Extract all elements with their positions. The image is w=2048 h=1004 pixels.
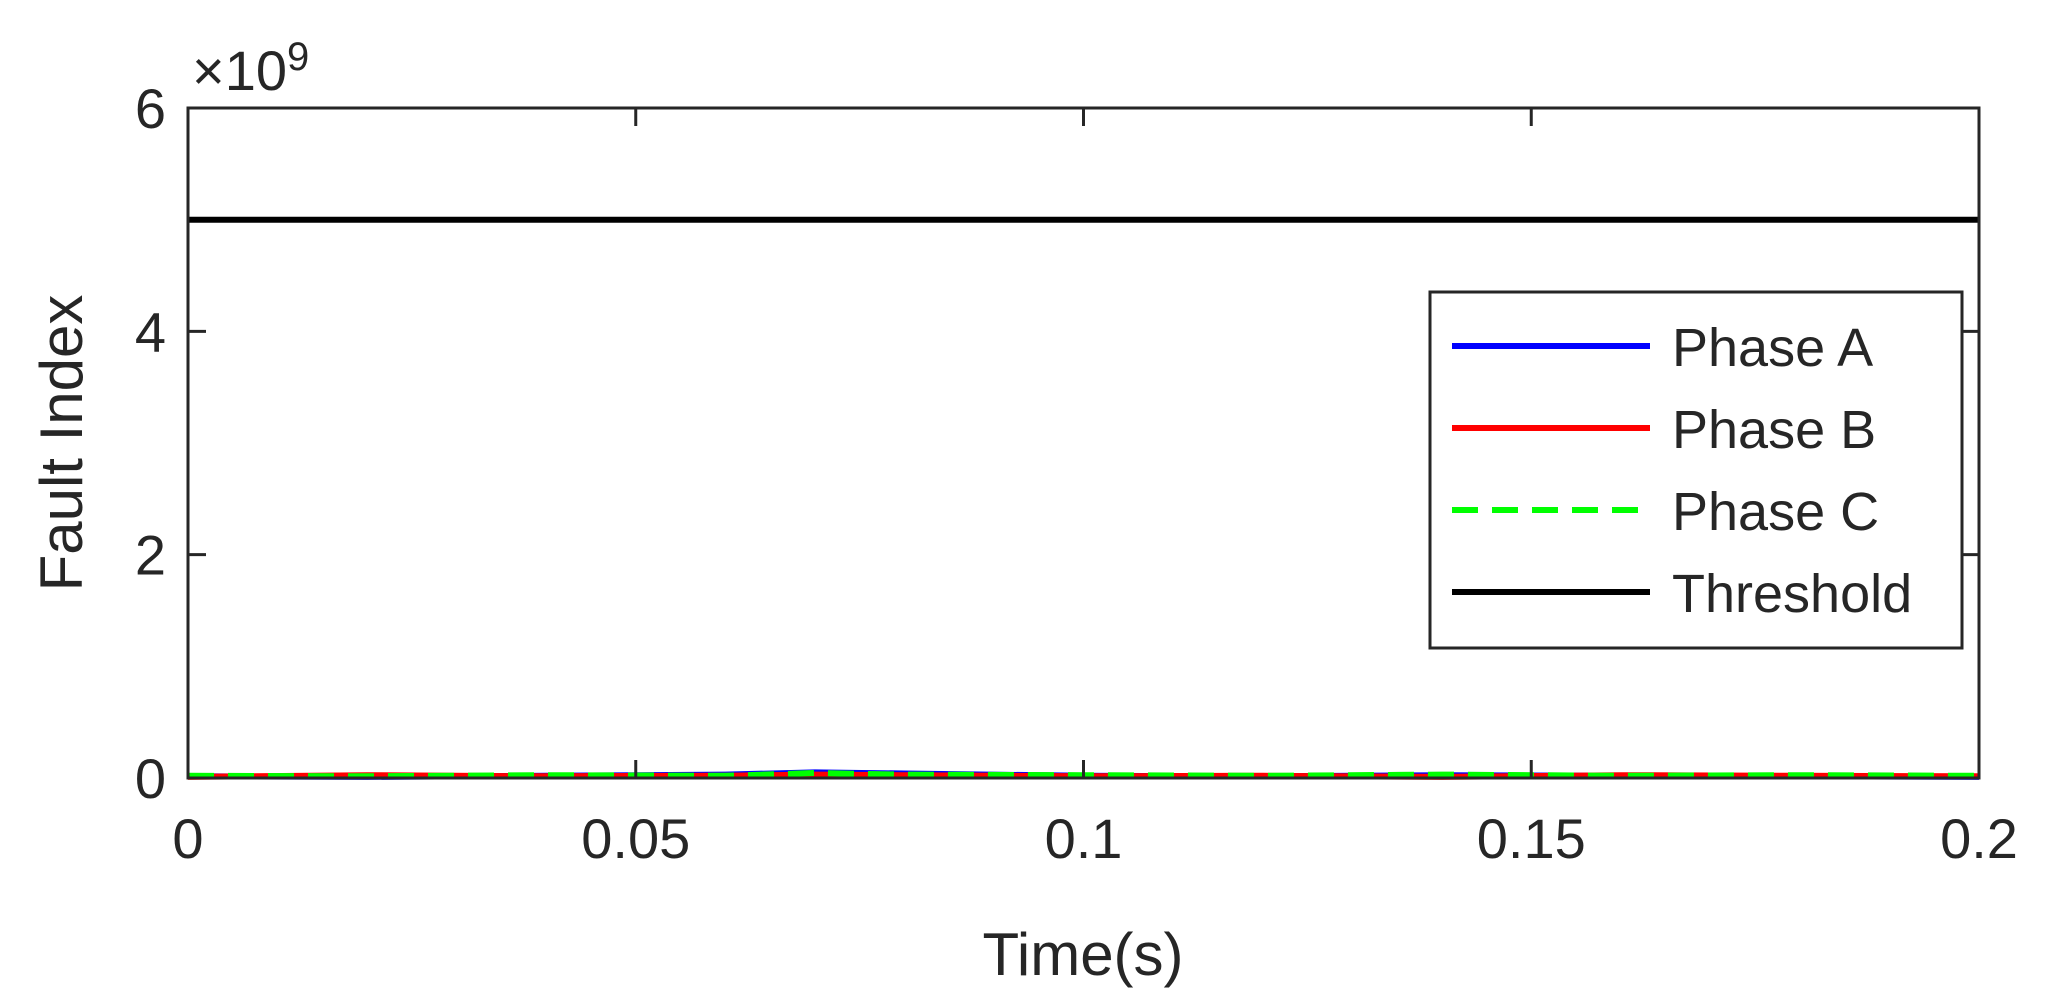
y-tick-label: 0 (135, 747, 166, 810)
x-tick-label: 0.05 (581, 807, 690, 870)
x-tick-label: 0 (172, 807, 203, 870)
legend-label: Phase B (1672, 400, 1876, 460)
x-tick-label: 0.2 (1940, 807, 2018, 870)
axis-layer: 0 0.05 0.1 0.15 0.2 0 2 4 6 (135, 77, 2018, 870)
legend-label: Phase C (1672, 482, 1879, 542)
series-layer (187, 216, 1980, 780)
legend-label: Threshold (1672, 564, 1912, 624)
legend-label: Phase A (1672, 318, 1873, 378)
y-tick-label: 6 (135, 77, 166, 140)
x-axis-label: Time(s) (982, 921, 1183, 988)
y-axis-exponent: ×109 (192, 35, 309, 102)
x-tick-label: 0.15 (1477, 807, 1586, 870)
y-tick-label: 2 (135, 524, 166, 587)
y-tick-label: 4 (135, 300, 166, 363)
legend-box (1428, 290, 1964, 650)
y-axis-label: Fault Index (28, 295, 95, 592)
legend: Phase A Phase B Phase C Threshold (1428, 290, 1964, 650)
x-tick-label: 0.1 (1045, 807, 1123, 870)
series-line-phase-c (187, 770, 1980, 780)
